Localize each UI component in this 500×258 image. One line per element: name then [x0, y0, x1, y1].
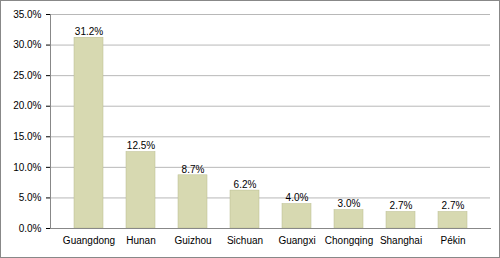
svg-text:Guangxi: Guangxi [278, 235, 315, 246]
svg-text:Guizhou: Guizhou [174, 235, 211, 246]
svg-text:3.0%: 3.0% [338, 198, 361, 209]
svg-text:Chongqing: Chongqing [325, 235, 373, 246]
svg-text:31.2%: 31.2% [75, 26, 103, 37]
svg-text:10.0%: 10.0% [13, 162, 41, 173]
svg-text:15.0%: 15.0% [13, 131, 41, 142]
svg-text:4.0%: 4.0% [286, 192, 309, 203]
svg-text:6.2%: 6.2% [234, 179, 257, 190]
svg-text:Sichuan: Sichuan [227, 235, 263, 246]
svg-text:Hunan: Hunan [126, 235, 155, 246]
svg-text:20.0%: 20.0% [13, 100, 41, 111]
svg-text:Pékin: Pékin [440, 235, 465, 246]
svg-text:0.0%: 0.0% [19, 223, 42, 234]
svg-text:2.7%: 2.7% [390, 200, 413, 211]
svg-text:8.7%: 8.7% [182, 164, 205, 175]
svg-text:25.0%: 25.0% [13, 70, 41, 81]
svg-text:Shanghai: Shanghai [380, 235, 422, 246]
svg-text:2.7%: 2.7% [442, 200, 465, 211]
svg-text:Guangdong: Guangdong [63, 235, 115, 246]
svg-text:5.0%: 5.0% [19, 192, 42, 203]
svg-text:12.5%: 12.5% [127, 140, 155, 151]
svg-text:30.0%: 30.0% [13, 39, 41, 50]
svg-text:35.0%: 35.0% [13, 9, 41, 20]
